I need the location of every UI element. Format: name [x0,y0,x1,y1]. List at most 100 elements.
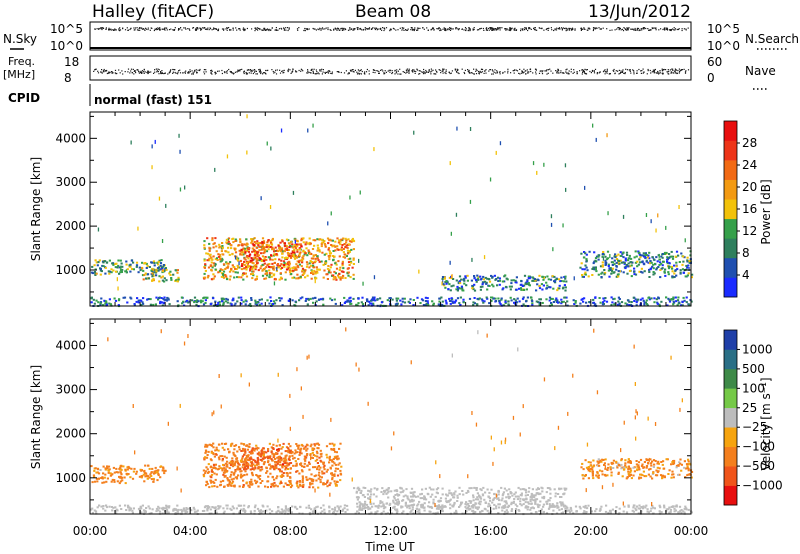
power-cell [339,240,342,243]
freq-dot [400,73,402,75]
nsky-dot [461,28,463,30]
freq-dot [396,71,398,73]
power-cell [316,268,319,271]
velocity-cell [262,451,265,454]
power-cell [644,256,647,259]
power-cell [143,274,146,276]
power-cell [195,300,198,303]
velocity-cell [243,466,247,469]
power-cell [308,237,311,240]
power-cell [149,303,152,306]
freq-dot [672,69,674,71]
power-cell [664,268,667,271]
velocity-cell [154,472,157,474]
power-cell [271,239,274,242]
nsky-dot [491,29,493,31]
velocity-cell [241,449,245,452]
power-cell [147,277,150,280]
nsky-dot [342,28,344,30]
nsky-dot [600,28,602,30]
power-cell [473,275,476,277]
velocity-cell [314,474,318,477]
nsky-dot [405,29,407,31]
power-cell [260,248,263,251]
power-cell [229,275,232,278]
freq-dot [632,69,634,71]
power-cell [152,279,155,282]
power-cell [287,261,291,264]
nsky-dot [254,27,256,29]
power-cell [668,262,671,265]
power-cell [680,304,683,307]
nsky-dot [141,27,143,29]
power-cell [142,269,145,272]
power-cell [606,250,610,253]
power-cell [639,261,642,264]
cpid-text: normal (fast) 151 [94,93,212,107]
power-echoes [90,114,694,308]
power-cell [664,274,667,277]
freq-tick-top: 18 [64,55,79,69]
velocity-cell [228,482,231,485]
freq-dot [451,70,453,72]
power-cell [672,298,675,301]
nsky-dot [192,27,195,29]
power-cell [315,266,318,269]
power-cell [667,273,670,276]
freq-dot [408,68,410,70]
freq-dot [636,72,638,74]
power-cell [352,273,355,276]
nsky-dot [329,29,331,31]
power-cell [279,276,283,279]
velocity-cell [336,455,339,458]
power-cell [142,278,145,281]
freq-dot [192,72,194,74]
power-cell [288,269,291,272]
freq-dot [100,71,102,73]
power-cell [442,283,445,286]
nsky-dot [274,29,276,31]
power-cell [624,302,627,305]
power-cell [294,301,298,304]
freq-dot [492,70,494,72]
velocity-cell [313,475,316,478]
power-cell [655,256,658,259]
velocity-cell [505,500,508,503]
freq-dot [676,72,678,74]
power-cell [532,277,535,280]
power-cell [318,250,321,253]
velocity-cell [250,449,253,452]
velocity-cell [261,457,264,460]
nsky-dot [262,29,264,31]
power-cell [674,296,677,299]
freq-dot [249,69,251,71]
velocity-cell [217,467,220,470]
power-cell [252,270,255,273]
nsky-dot [164,27,166,29]
power-cell [538,298,541,301]
power-cell [292,267,295,269]
velocity-cell [434,495,437,498]
nsky-dot [341,27,343,29]
power-cell [585,266,588,269]
power-cell [281,252,284,255]
power-cell [133,303,136,305]
freq-dot [241,68,243,70]
nsky-dot [343,29,345,31]
power-cell [256,254,259,257]
velocity-cell [163,469,166,472]
velocity-cell [250,457,253,460]
power-cell [262,240,266,243]
power-cell [479,275,482,278]
nsky-dot [482,27,484,30]
power-cell [613,271,616,274]
freq-dot [225,71,227,73]
freq-dot [609,73,611,75]
power-cell [292,246,295,249]
power-cell [665,225,667,230]
freq-dot [403,71,405,73]
nsky-dot [108,29,110,31]
freq-dot [315,73,317,75]
power-cell [592,266,595,269]
freq-dot [633,71,635,73]
